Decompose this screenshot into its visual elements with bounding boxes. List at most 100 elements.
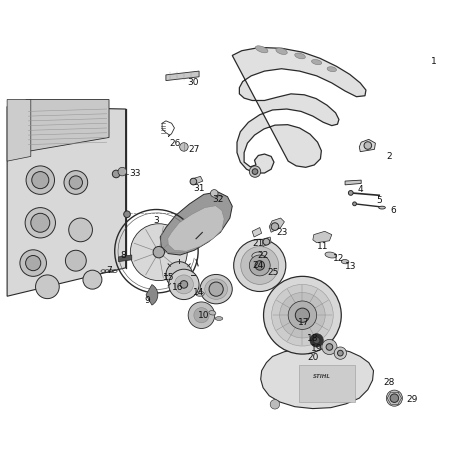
Polygon shape [299,365,355,402]
Polygon shape [313,231,332,243]
Polygon shape [359,139,375,152]
Polygon shape [160,192,232,255]
Circle shape [118,167,127,176]
Circle shape [32,172,49,189]
Circle shape [83,270,102,289]
Circle shape [194,308,209,323]
Text: 26: 26 [170,139,181,147]
Circle shape [153,246,164,258]
Polygon shape [7,100,31,161]
Circle shape [310,334,323,347]
Circle shape [348,191,353,195]
Circle shape [241,246,279,284]
Text: 3: 3 [154,216,159,225]
Circle shape [26,166,55,194]
Circle shape [209,282,223,296]
Circle shape [263,238,270,245]
Circle shape [180,281,188,288]
Ellipse shape [311,60,322,64]
Circle shape [255,261,264,270]
Circle shape [353,202,356,206]
Ellipse shape [341,259,349,264]
Circle shape [166,262,192,288]
Polygon shape [26,100,109,152]
Wedge shape [146,284,158,305]
Polygon shape [232,47,366,173]
Text: 4: 4 [357,185,363,194]
Ellipse shape [200,274,232,304]
Circle shape [249,166,261,177]
Circle shape [25,208,55,238]
Text: 23: 23 [276,228,288,237]
Circle shape [234,239,286,292]
Text: 18: 18 [307,335,319,343]
Ellipse shape [205,279,228,300]
Text: 12: 12 [333,254,345,263]
Circle shape [288,301,317,329]
Text: 28: 28 [383,379,394,387]
Text: 14: 14 [193,289,205,297]
Circle shape [190,178,197,185]
Circle shape [65,250,86,271]
Ellipse shape [255,46,268,53]
Text: 22: 22 [257,251,269,259]
Text: STIHL: STIHL [313,374,331,379]
Circle shape [69,218,92,242]
Text: 9: 9 [144,297,150,305]
Circle shape [69,176,82,189]
Text: 17: 17 [298,318,309,327]
Text: 24: 24 [253,261,264,270]
Ellipse shape [327,67,337,72]
Text: 7: 7 [106,266,112,274]
Circle shape [386,390,402,406]
Ellipse shape [252,252,262,258]
Polygon shape [345,180,361,185]
Circle shape [36,275,59,299]
Text: 6: 6 [391,207,396,215]
Circle shape [169,269,199,300]
Circle shape [264,276,341,354]
Circle shape [124,211,130,218]
Circle shape [252,169,258,174]
Circle shape [280,292,325,338]
Circle shape [180,143,188,151]
Ellipse shape [276,48,287,55]
Text: 11: 11 [317,242,328,251]
Text: 15: 15 [163,273,174,282]
Circle shape [64,171,88,194]
Text: 30: 30 [188,79,199,87]
Circle shape [174,275,193,294]
Text: 21: 21 [253,239,264,247]
Ellipse shape [379,206,385,209]
Ellipse shape [215,317,223,320]
Text: 27: 27 [189,145,200,154]
Text: 8: 8 [120,252,126,260]
Circle shape [364,142,372,149]
Circle shape [31,213,50,232]
Ellipse shape [325,252,337,258]
Circle shape [272,284,333,346]
Polygon shape [252,228,262,237]
Polygon shape [168,206,224,251]
Text: 29: 29 [407,395,418,404]
Circle shape [326,344,333,350]
Text: 10: 10 [198,311,210,319]
Text: 2: 2 [386,152,392,161]
Ellipse shape [196,292,204,296]
Polygon shape [118,255,132,262]
Polygon shape [191,176,203,185]
Ellipse shape [209,310,216,315]
Circle shape [334,347,346,359]
Circle shape [249,255,270,276]
Circle shape [390,394,399,402]
Text: 16: 16 [172,283,183,292]
Polygon shape [269,218,284,232]
Circle shape [337,350,343,356]
Text: 5: 5 [376,196,382,205]
Text: 1: 1 [431,57,437,66]
Circle shape [270,400,280,409]
Ellipse shape [295,53,305,59]
Text: 32: 32 [212,195,224,203]
Text: 13: 13 [345,263,356,271]
Text: 31: 31 [193,184,205,193]
